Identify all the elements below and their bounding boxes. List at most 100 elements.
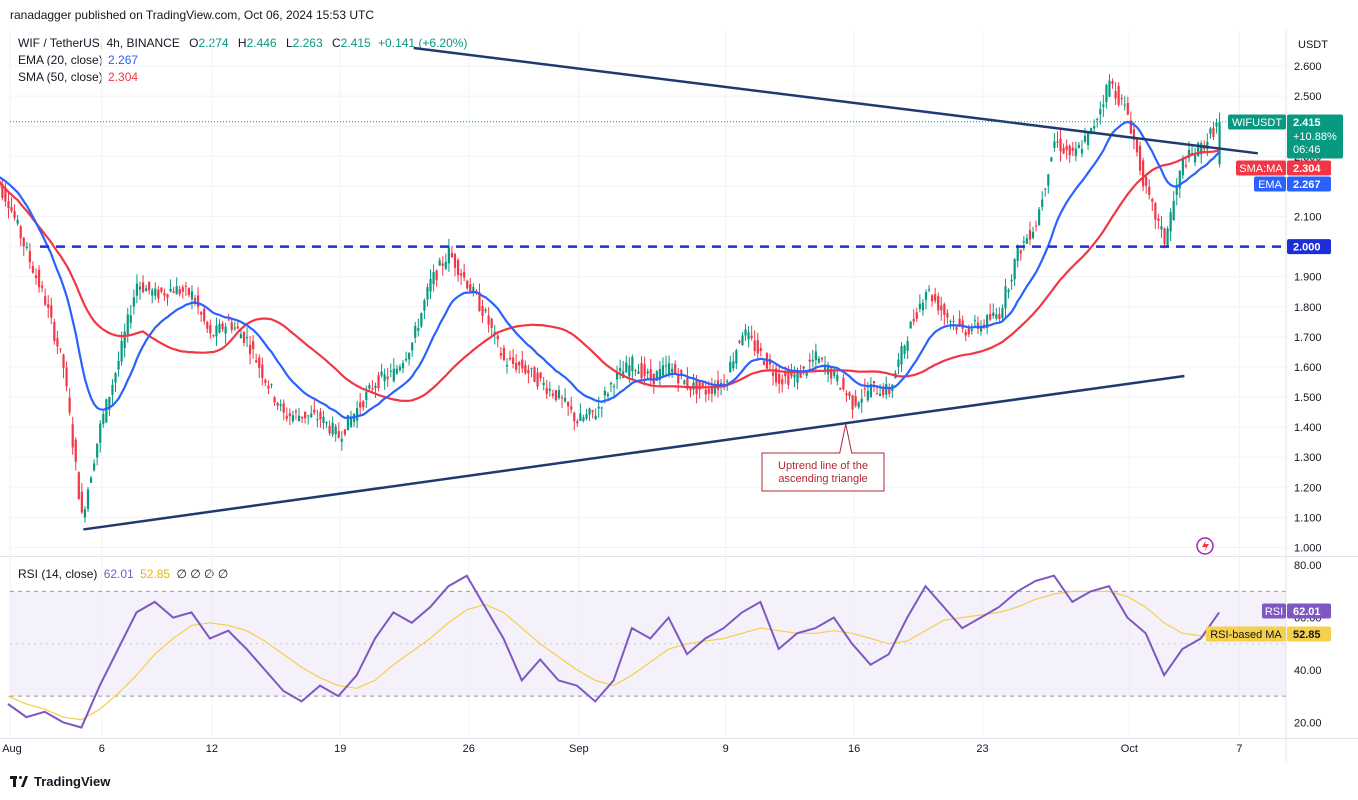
rsi-tag-value: 62.01 [1293, 606, 1321, 618]
candle-body [1154, 203, 1157, 220]
candle-body [1209, 128, 1212, 134]
candle-body [863, 388, 866, 390]
candle-body [1, 184, 4, 198]
candle-body [111, 384, 114, 395]
candle-body [359, 402, 362, 408]
candle-body [698, 380, 701, 390]
candle-body [252, 341, 255, 350]
candle-body [1007, 289, 1010, 293]
last-price-change: +10.88% [1293, 131, 1337, 143]
candle-body [741, 335, 744, 346]
candle-body [949, 321, 952, 323]
candle-body [423, 300, 426, 311]
candle-body [453, 254, 457, 268]
candle-body [692, 382, 695, 390]
candle-body [374, 385, 377, 389]
candle-body [924, 292, 928, 300]
tradingview-footer[interactable]: TradingView [10, 774, 110, 789]
candle-body [732, 361, 735, 369]
candle-body [986, 315, 989, 329]
candle-body [239, 334, 243, 339]
support-value: 2.000 [1293, 242, 1321, 254]
candle-body [411, 342, 414, 351]
candle-body [551, 393, 554, 396]
candle-body [1056, 141, 1059, 143]
candle-body [245, 337, 249, 339]
candle-body [1142, 160, 1145, 187]
candle-body [96, 443, 99, 458]
candle-body [646, 371, 649, 374]
candle-body [37, 269, 41, 288]
high-label: H [237, 36, 247, 50]
candle-body [346, 415, 350, 431]
candle-body [875, 393, 879, 395]
candle-body [487, 315, 490, 325]
candle-body [28, 251, 31, 263]
candle-body [539, 372, 542, 379]
candle-body [759, 347, 762, 351]
candle-body [447, 247, 450, 264]
candle-body [851, 395, 854, 410]
candle-body [377, 375, 380, 388]
candle-body [469, 284, 472, 292]
ema-legend-value: 2.267 [108, 53, 139, 67]
rsi-axis-tick: 20.00 [1294, 717, 1322, 729]
candle-body [163, 292, 166, 296]
candle-body [68, 397, 71, 413]
candle-body [297, 415, 301, 422]
candle-body [401, 362, 405, 369]
candle-body [74, 439, 77, 462]
candle-body [236, 326, 239, 329]
candle-body [661, 365, 665, 376]
symbol-title[interactable]: WIF / TetherUS, 4h, BINANCE [18, 36, 180, 50]
candle-body [542, 382, 545, 386]
candle-body [573, 412, 576, 422]
candle-body [166, 294, 169, 298]
candle-body [328, 425, 331, 434]
rsi-legend-label[interactable]: RSI (14, close) [18, 567, 98, 581]
candle-body [1059, 138, 1062, 152]
ema-legend-label[interactable]: EMA (20, close) [18, 53, 103, 67]
candle-body [212, 335, 215, 337]
candle-body [747, 332, 750, 340]
last-price-countdown: 06:46 [1293, 144, 1321, 156]
sma-legend-label[interactable]: SMA (50, close) [18, 70, 103, 84]
time-axis-tick: 12 [206, 743, 218, 755]
candle-body [909, 321, 912, 329]
candle-body [362, 401, 365, 408]
price-axis-tick: 2.500 [1294, 91, 1322, 103]
candle-body [1047, 174, 1050, 186]
last-price-value: 2.415 [1293, 117, 1321, 129]
candle-body [995, 314, 998, 319]
price-axis-tick: 2.100 [1294, 212, 1322, 224]
candle-body [1169, 212, 1172, 232]
candle-body [882, 388, 885, 396]
candle-body [1145, 176, 1148, 186]
candle-body [169, 288, 172, 292]
candle-body [59, 348, 62, 350]
candle-body [808, 359, 811, 362]
candle-body [337, 431, 340, 438]
candle-body [108, 396, 111, 410]
price-axis-tick: 1.900 [1294, 272, 1322, 284]
rsi-ma-tag-label-box [1206, 626, 1286, 642]
ema-20-line [0, 120, 1221, 420]
candle-body [264, 379, 267, 383]
candle-body [86, 489, 90, 509]
last-price-symbol: WIFUSDT [1232, 117, 1282, 129]
candle-body [738, 340, 741, 343]
candle-body [193, 298, 197, 304]
candle-body [1071, 147, 1074, 151]
candle-body [992, 312, 995, 316]
candle-body [71, 424, 74, 448]
candle-body [310, 413, 313, 418]
candle-body [1194, 155, 1197, 163]
candle-body [958, 318, 961, 325]
candle-body [836, 374, 839, 382]
price-axis-tick: 1.600 [1294, 362, 1322, 374]
candle-body [649, 369, 652, 381]
candle-body [814, 351, 817, 361]
time-axis-tick: 19 [334, 743, 346, 755]
candle-body [548, 388, 551, 391]
